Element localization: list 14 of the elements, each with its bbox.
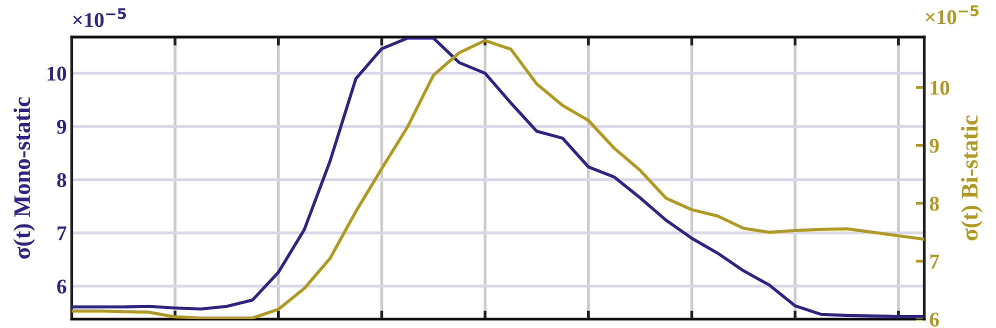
y2-tick-label: 8 [930, 196, 939, 211]
y-tick-label: 10 [48, 66, 66, 81]
text: ×10$^{−5}$ [926, 5, 979, 24]
y2-tick-label: 10 [930, 80, 950, 95]
y-tick-label: 8 [57, 173, 66, 188]
y-tick-label: 9 [57, 120, 66, 134]
y-tick-label: 7 [58, 226, 66, 240]
y-tick-label: 6 [57, 280, 66, 294]
y2-tick-label: 7 [930, 254, 940, 268]
y-axis-title: σ(t) Mono-static [13, 97, 35, 259]
y2-tick-label: 6 [930, 312, 939, 327]
text: ×10$^{−5}$ [73, 8, 126, 28]
y2-tick-label: 9 [930, 138, 939, 153]
y2-axis-title: σ(t) Bi-static [961, 116, 983, 240]
